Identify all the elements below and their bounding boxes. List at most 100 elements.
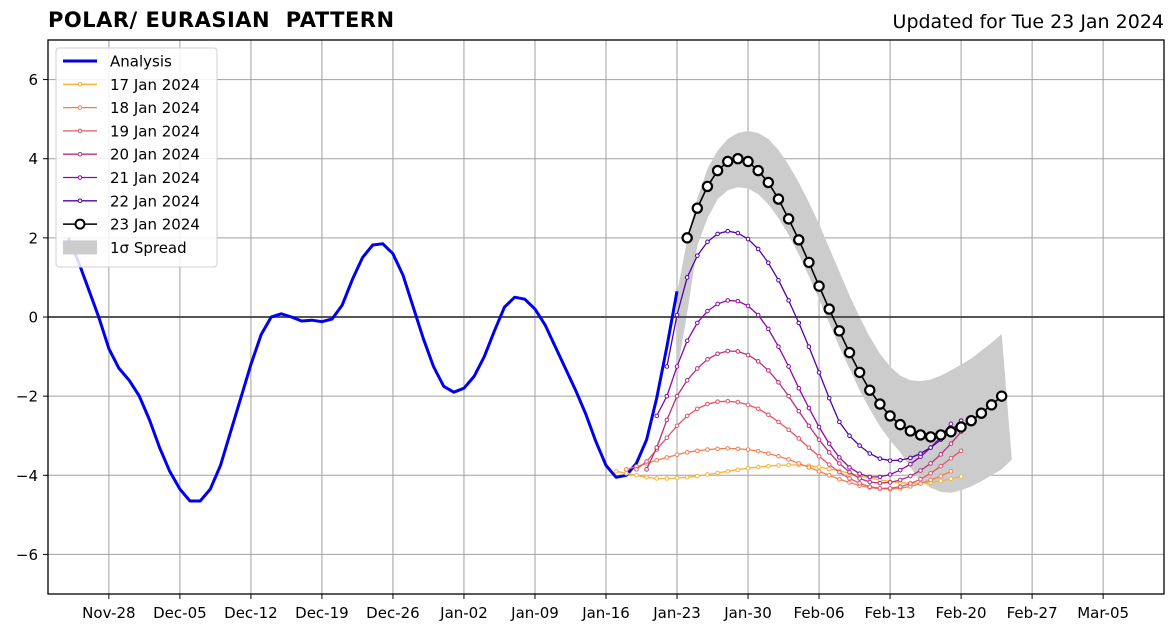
forecast-point: [766, 260, 771, 266]
forecast-point: [695, 320, 700, 326]
forecast-point: [674, 312, 680, 318]
forecast-series-2: [634, 398, 964, 491]
forecast-point: [887, 458, 893, 463]
forecast-point: [823, 303, 835, 315]
forecast-point: [623, 467, 629, 472]
forecast-point: [684, 450, 690, 455]
forecast-point: [776, 463, 781, 468]
forecast-point: [755, 448, 761, 454]
forecast-point: [715, 351, 720, 357]
forecast-point: [958, 448, 964, 454]
forecast-point: [725, 398, 731, 404]
forecast-point: [938, 473, 944, 479]
forecast-point: [695, 406, 700, 412]
x-tick-label: Feb-13: [865, 604, 916, 622]
x-tick-label: Feb-06: [794, 604, 845, 622]
forecast-point: [826, 395, 832, 401]
y-tick-label: −2: [16, 388, 38, 406]
forecast-point: [705, 447, 710, 452]
forecast-point: [948, 476, 954, 482]
forecast-point: [786, 298, 791, 303]
forecast-point: [975, 407, 988, 419]
x-tick-label: Feb-27: [1007, 604, 1058, 622]
forecast-point: [664, 476, 670, 481]
forecast-point: [877, 474, 883, 480]
forecast-point: [935, 429, 947, 441]
forecast-point: [623, 471, 629, 476]
x-tick-label: Dec-12: [224, 604, 278, 622]
legend-marker: [77, 151, 83, 157]
forecast-point: [904, 425, 917, 437]
forecast-point: [796, 320, 802, 326]
forecast-point: [772, 193, 785, 205]
forecast-point: [908, 481, 913, 486]
forecast-point: [745, 402, 751, 408]
forecast-point: [847, 433, 852, 439]
forecast-point: [948, 441, 954, 446]
y-tick-label: 6: [28, 71, 38, 89]
forecast-point: [928, 445, 933, 450]
forecast-point: [654, 476, 660, 481]
forecast-point: [705, 308, 710, 314]
legend-label: 17 Jan 2024: [110, 76, 200, 94]
forecast-point: [857, 480, 862, 486]
y-tick-label: −6: [16, 546, 38, 564]
forecast-point: [691, 202, 704, 214]
forecast-point: [847, 469, 852, 475]
x-tick-label: Dec-26: [366, 604, 420, 622]
forecast-point: [755, 359, 761, 364]
forecast-point: [837, 476, 842, 482]
x-tick-label: Dec-19: [295, 604, 349, 622]
forecast-point: [806, 344, 812, 349]
forecast-point: [918, 468, 923, 473]
legend-marker: [77, 105, 83, 110]
forecast-point: [762, 176, 775, 189]
forecast-point: [928, 477, 933, 483]
forecast-point: [816, 469, 822, 474]
forecast-point: [847, 476, 852, 481]
forecast-point: [705, 239, 710, 245]
forecast-point: [742, 155, 754, 168]
forecast-point: [793, 234, 805, 246]
forecast-point: [826, 441, 832, 446]
forecast-point: [755, 312, 761, 318]
forecast-point: [644, 474, 649, 480]
forecast-point: [816, 453, 822, 459]
forecast-point: [877, 486, 883, 491]
y-tick-label: −4: [16, 467, 38, 485]
forecast-point: [725, 446, 731, 451]
forecast-point: [664, 455, 670, 460]
forecast-point: [674, 452, 680, 458]
forecast-point: [725, 348, 731, 354]
legend-marker: [77, 128, 83, 134]
forecast-point: [837, 469, 842, 475]
forecast-point: [654, 445, 660, 450]
legend-label: 20 Jan 2024: [110, 146, 200, 164]
forecast-point: [796, 436, 802, 441]
forecast-point: [816, 464, 822, 470]
forecast-point: [914, 429, 927, 441]
forecast-point: [745, 352, 751, 358]
legend-label: 1σ Spread: [110, 239, 187, 257]
forecast-point: [918, 476, 923, 482]
forecast-point: [897, 457, 903, 463]
forecast-point: [948, 469, 954, 474]
forecast-point: [985, 399, 998, 411]
forecast-point: [705, 357, 710, 362]
forecast-point: [782, 213, 795, 225]
forecast-point: [867, 484, 873, 490]
forecast-point: [695, 473, 700, 479]
forecast-point: [735, 298, 741, 304]
forecast-point: [843, 346, 856, 359]
forecast-point: [684, 338, 690, 344]
forecast-point: [924, 431, 937, 443]
forecast-point: [826, 472, 832, 478]
forecast-point: [786, 393, 791, 399]
forecast-point: [806, 405, 812, 411]
forecast-point: [887, 480, 893, 485]
forecast-point: [674, 423, 680, 429]
forecast-point: [786, 462, 791, 468]
forecast-point: [938, 478, 944, 484]
forecast-point: [684, 378, 690, 383]
forecast-point: [958, 474, 964, 479]
